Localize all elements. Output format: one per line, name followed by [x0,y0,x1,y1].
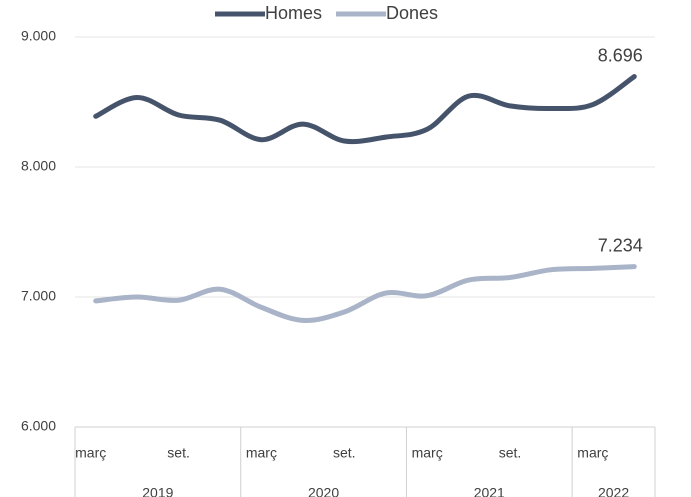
x-tick-label: set. [499,445,522,461]
y-tick-label: 6.000 [21,418,56,434]
x-group-label: 2019 [142,485,173,497]
legend-label: Homes [265,3,322,23]
x-tick-label: març [577,445,608,461]
x-tick-label: set. [333,445,356,461]
x-tick-label: març [75,445,106,461]
x-tick-label: març [412,445,443,461]
x-group-label: 2020 [308,485,339,497]
series-line [93,264,637,323]
x-tick-label: set. [167,445,190,461]
x-group-label: 2022 [598,485,629,497]
y-tick-label: 8.000 [21,158,56,174]
y-tick-label: 7.000 [21,288,56,304]
y-tick-label: 9.000 [21,28,56,44]
data-label: 8.696 [598,45,643,65]
x-group-label: 2021 [474,485,505,497]
data-label: 7.234 [598,235,643,255]
series-line [93,74,637,145]
legend-label: Dones [386,3,438,23]
x-tick-label: març [246,445,277,461]
